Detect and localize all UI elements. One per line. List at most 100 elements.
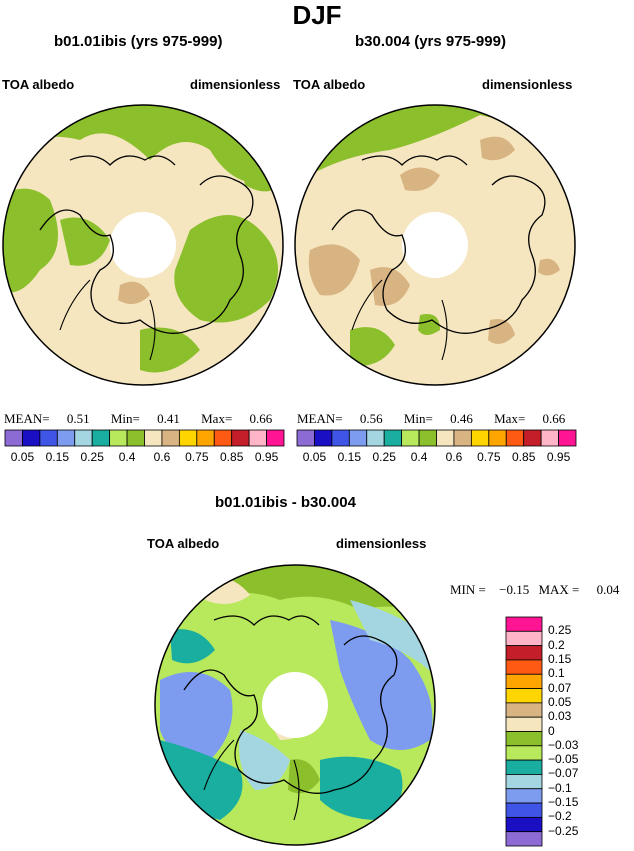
panel-1-colorbar-swatch xyxy=(266,429,285,447)
diff-colorbar-label: 0.25 xyxy=(548,623,572,638)
panel-1-max-value: 0.66 xyxy=(249,411,273,426)
panel-2-colorbar-swatch xyxy=(314,429,333,447)
panel-2-mean-value: 0.56 xyxy=(359,411,383,426)
panel-1-max-label: Max= xyxy=(201,411,233,426)
panel-2-colorbar-swatch xyxy=(401,429,420,447)
panel-2-colorbar-label: 0.15 xyxy=(337,450,361,464)
panel-1-min-label: Min= xyxy=(110,411,140,426)
panel-2-colorbar-swatch xyxy=(383,429,403,447)
panel-2-colorbar-label: 0.4 xyxy=(410,450,428,464)
panel-1-map-border xyxy=(2,104,284,386)
panel-1-colorbar-swatch xyxy=(56,429,76,447)
panel-1-colorbar-swatch xyxy=(74,429,93,447)
panel-1-colorbar-swatch xyxy=(4,429,23,447)
panel-2-map-border xyxy=(294,104,576,386)
panel-2-colorbar-label: 0.75 xyxy=(477,450,501,464)
panel-2-units-label: dimensionless xyxy=(482,77,573,92)
diff-max-value: 0.04 xyxy=(596,582,620,597)
diff-colorbar-swatch xyxy=(505,673,543,689)
panel-1-colorbar-label: 0.05 xyxy=(10,450,35,464)
panel-2-colorbar-swatch xyxy=(296,429,315,447)
diff-colorbar-swatch xyxy=(505,831,543,847)
panel-1-colorbar xyxy=(4,429,285,447)
diff-colorbar-label: 0.03 xyxy=(548,709,572,724)
diff-units-label: dimensionless xyxy=(336,536,427,551)
panel-1-min-value: 0.41 xyxy=(157,411,180,426)
panel-1-colorbar-label: 0.15 xyxy=(45,450,69,464)
diff-colorbar-label: 0.15 xyxy=(548,651,572,666)
panel-2-colorbar-swatch xyxy=(348,429,368,447)
panel-2-colorbar-swatch xyxy=(558,429,577,447)
panel-2-colorbar-label: 0.85 xyxy=(512,450,536,464)
panel-1-units-label: dimensionless xyxy=(190,77,281,92)
diff-colorbar-swatch xyxy=(505,759,543,775)
diff-colorbar-swatch xyxy=(505,702,543,718)
panel-2-colorbar-swatch xyxy=(366,429,385,447)
panel-1-colorbar-swatch xyxy=(39,429,58,447)
panel-1-colorbar-swatch xyxy=(91,429,111,447)
diff-colorbar-swatch xyxy=(505,659,543,675)
diff-colorbar-label: −0.25 xyxy=(548,823,579,838)
panel-1-variable-label: TOA albedo xyxy=(2,77,75,92)
diff-colorbar-label: 0.2 xyxy=(548,637,565,652)
panel-1-colorbar-swatch xyxy=(109,429,128,447)
panel-2-max-label: Max= xyxy=(494,411,526,426)
panel-2-colorbar-swatch xyxy=(540,429,559,447)
panel-2-colorbar-swatch xyxy=(453,429,472,447)
panel-1-colorbar-swatch xyxy=(22,429,41,447)
panel-1-colorbar-swatch xyxy=(231,429,250,447)
diff-colorbar-swatch xyxy=(505,645,543,661)
panel-1-colorbar-swatch xyxy=(161,429,180,447)
diff-max-label: MAX = xyxy=(538,582,580,597)
diff-colorbar-swatch xyxy=(505,802,543,818)
panel-1-colorbar-swatch xyxy=(248,429,267,447)
diff-colorbar-label: −0.1 xyxy=(548,780,572,795)
diff-colorbar-swatch xyxy=(505,774,543,790)
panel-2-colorbar-swatch xyxy=(436,429,455,447)
diff-min-label: MIN = xyxy=(450,582,486,597)
diff-colorbar xyxy=(505,616,543,847)
panel-2-min-value: 0.46 xyxy=(450,411,473,426)
diff-colorbar-label: 0 xyxy=(548,723,555,738)
panel-2-colorbar-swatch xyxy=(331,429,350,447)
diff-map-border xyxy=(154,564,436,846)
panel-2-title: b30.004 (yrs 975-999) xyxy=(355,33,506,50)
panel-1-colorbar-swatch xyxy=(144,429,163,447)
panel-2-colorbar-swatch xyxy=(470,429,490,447)
panel-2-variable-label: TOA albedo xyxy=(293,77,366,92)
panel-2-colorbar-label: 0.05 xyxy=(302,450,327,464)
panel-1-stats: MEAN= 0.51 Min= 0.41 Max= 0.66 xyxy=(4,411,272,427)
diff-polar-map xyxy=(155,565,435,845)
panel-1-colorbar-swatch xyxy=(213,429,233,447)
diff-colorbar-label: 0.05 xyxy=(548,694,572,709)
diff-colorbar-label: −0.15 xyxy=(548,795,579,810)
diff-colorbar-label: −0.05 xyxy=(548,752,579,767)
panel-2-colorbar-label: 0.6 xyxy=(445,450,463,464)
diff-colorbar-swatch xyxy=(505,716,543,732)
panel-1-colorbar-label: 0.4 xyxy=(118,450,136,464)
panel-1-colorbar-label: 0.6 xyxy=(153,450,171,464)
diff-colorbar-swatch xyxy=(505,788,543,804)
diff-colorbar-label: −0.2 xyxy=(548,809,572,824)
panel-1-title: b01.01ibis (yrs 975-999) xyxy=(54,33,223,50)
panel-2-colorbar-label: 0.95 xyxy=(546,450,571,464)
panel-1-colorbar-label: 0.25 xyxy=(80,450,104,464)
panel-2-polar-map xyxy=(295,105,575,385)
main-title: DJF xyxy=(292,0,342,30)
panel-2-min-label: Min= xyxy=(403,411,433,426)
diff-colorbar-label: 0.07 xyxy=(548,680,572,695)
diff-variable-label: TOA albedo xyxy=(147,536,220,551)
diff-colorbar-swatch xyxy=(505,731,543,747)
diff-colorbar-label: −0.07 xyxy=(548,766,579,781)
panel-1-colorbar-swatch xyxy=(196,429,215,447)
panel-2-colorbar-swatch xyxy=(523,429,542,447)
diff-colorbar-swatch xyxy=(505,745,543,761)
panel-2-colorbar-swatch xyxy=(418,429,437,447)
panel-2-max-value: 0.66 xyxy=(542,411,566,426)
panel-2-colorbar-label: 0.25 xyxy=(372,450,396,464)
panel-1-mean-label: MEAN= xyxy=(4,411,50,426)
panel-2-colorbar-swatch xyxy=(505,429,525,447)
diff-colorbar-label: −0.03 xyxy=(548,737,579,752)
diff-min-value: −0.15 xyxy=(499,582,530,597)
